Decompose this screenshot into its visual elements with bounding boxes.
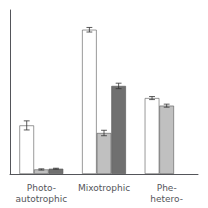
svg-text:hetero-: hetero- <box>150 194 183 204</box>
svg-text:autotrophic: autotrophic <box>15 194 67 204</box>
svg-text:Mixotrophic: Mixotrophic <box>78 183 130 193</box>
svg-text:Photo-: Photo- <box>27 183 56 193</box>
svg-text:Phe-: Phe- <box>157 183 177 193</box>
